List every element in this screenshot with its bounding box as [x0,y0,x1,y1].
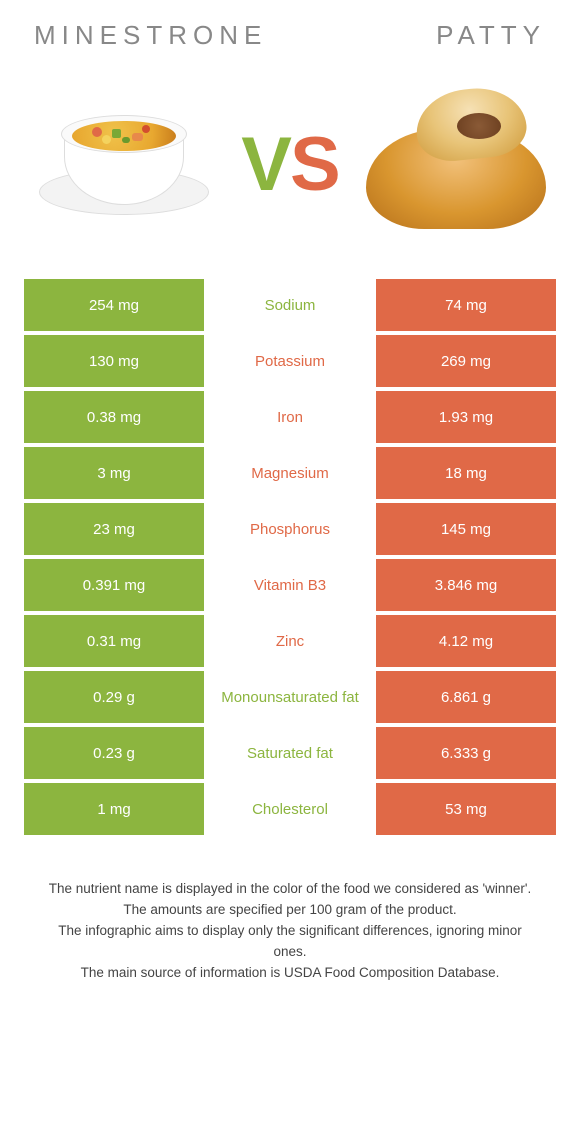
minestrone-image [24,79,224,249]
nutrient-label: Vitamin B3 [204,559,376,611]
nutrient-left-value: 0.31 mg [24,615,204,667]
nutrient-left-value: 3 mg [24,447,204,499]
nutrient-row: 1 mgCholesterol53 mg [24,783,556,835]
footnote-line: The nutrient name is displayed in the co… [44,879,536,900]
nutrient-row: 23 mgPhosphorus145 mg [24,503,556,555]
title-right: Patty [436,20,546,51]
patty-image [356,79,556,249]
nutrient-label: Phosphorus [204,503,376,555]
nutrient-right-value: 1.93 mg [376,391,556,443]
nutrient-row: 0.38 mgIron1.93 mg [24,391,556,443]
vs-v: V [241,122,290,207]
nutrient-label: Magnesium [204,447,376,499]
nutrient-label: Sodium [204,279,376,331]
nutrient-table: 254 mgSodium74 mg130 mgPotassium269 mg0.… [24,279,556,835]
nutrient-label: Cholesterol [204,783,376,835]
nutrient-row: 3 mgMagnesium18 mg [24,447,556,499]
nutrient-row: 0.391 mgVitamin B33.846 mg [24,559,556,611]
nutrient-right-value: 74 mg [376,279,556,331]
footnote-line: The amounts are specified per 100 gram o… [44,900,536,921]
vs-s: S [290,122,339,207]
nutrient-row: 0.31 mgZinc4.12 mg [24,615,556,667]
nutrient-left-value: 0.391 mg [24,559,204,611]
nutrient-right-value: 6.861 g [376,671,556,723]
nutrient-row: 0.23 gSaturated fat6.333 g [24,727,556,779]
hero-row: VS [24,69,556,279]
soup-bowl-icon [44,109,204,219]
nutrient-label: Monounsaturated fat [204,671,376,723]
nutrient-left-value: 23 mg [24,503,204,555]
vs-label: VS [241,121,338,208]
footnote-line: The infographic aims to display only the… [44,921,536,963]
nutrient-left-value: 0.29 g [24,671,204,723]
nutrient-right-value: 3.846 mg [376,559,556,611]
nutrient-right-value: 18 mg [376,447,556,499]
footnote-line: The main source of information is USDA F… [44,963,536,984]
infographic-container: Minestrone Patty VS 254 m [0,0,580,1024]
nutrient-label: Zinc [204,615,376,667]
nutrient-right-value: 6.333 g [376,727,556,779]
nutrient-right-value: 4.12 mg [376,615,556,667]
nutrient-row: 0.29 gMonounsaturated fat6.861 g [24,671,556,723]
nutrient-row: 254 mgSodium74 mg [24,279,556,331]
nutrient-left-value: 130 mg [24,335,204,387]
nutrient-label: Iron [204,391,376,443]
nutrient-label: Saturated fat [204,727,376,779]
nutrient-right-value: 269 mg [376,335,556,387]
nutrient-left-value: 254 mg [24,279,204,331]
nutrient-label: Potassium [204,335,376,387]
nutrient-right-value: 145 mg [376,503,556,555]
nutrient-left-value: 0.23 g [24,727,204,779]
nutrient-row: 130 mgPotassium269 mg [24,335,556,387]
nutrient-right-value: 53 mg [376,783,556,835]
titles-row: Minestrone Patty [24,20,556,69]
title-left: Minestrone [34,20,267,51]
patty-icon [361,89,551,239]
footnotes: The nutrient name is displayed in the co… [24,839,556,984]
nutrient-left-value: 0.38 mg [24,391,204,443]
nutrient-left-value: 1 mg [24,783,204,835]
